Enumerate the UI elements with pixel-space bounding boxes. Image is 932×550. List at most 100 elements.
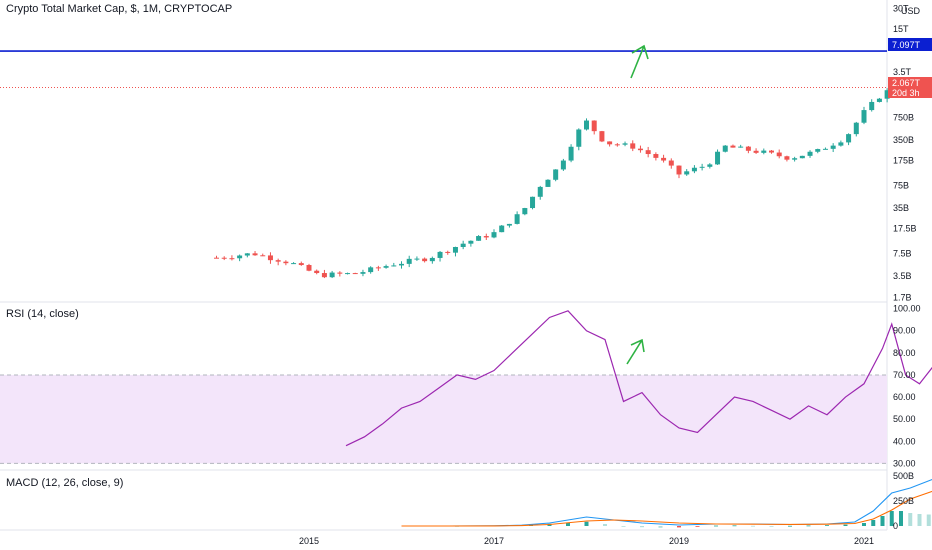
macd-histogram-bar	[899, 511, 903, 526]
macd-group	[401, 478, 932, 528]
candle-body	[668, 160, 674, 166]
candle-body	[584, 120, 589, 130]
rsi-axis-tick: 50.00	[893, 414, 916, 424]
candle-body	[244, 253, 250, 256]
rsi-band	[0, 374, 887, 464]
candle-body	[452, 246, 458, 253]
candle-body	[707, 164, 713, 167]
candle-body	[861, 110, 867, 123]
candle-body	[884, 90, 890, 99]
macd-histogram-bar	[714, 525, 718, 527]
currency-label[interactable]: USD	[901, 6, 921, 16]
candle-body	[753, 150, 759, 153]
candle-body	[260, 255, 266, 257]
candle-body	[761, 150, 767, 153]
price-axis-tick: 17.5B	[893, 223, 917, 233]
candle-body	[422, 258, 428, 262]
time-axis-tick: 2019	[669, 536, 689, 546]
candle-body	[599, 131, 605, 142]
candle-body	[499, 225, 505, 233]
candle-body	[337, 272, 343, 274]
candle-body	[345, 273, 351, 275]
candle-body	[275, 260, 281, 262]
candle-body	[876, 98, 882, 102]
price-axis-tick: 35B	[893, 203, 909, 213]
price-axis-tick: 350B	[893, 135, 914, 145]
axes-group: 30T 15T 3.5T 750B 350B 175B 75B 35B 17.5B 7.5B 3.5…	[299, 3, 921, 546]
countdown-tag: 20d 3h	[892, 88, 920, 98]
candle-body	[414, 258, 420, 260]
macd-histogram-bar	[584, 521, 589, 526]
macd-histogram-bar	[806, 525, 811, 527]
candle-body	[645, 150, 651, 155]
signal-line	[401, 490, 932, 527]
macd-histogram-bar	[825, 525, 829, 526]
candle-body	[483, 236, 489, 238]
current-price-tag-bg	[888, 77, 932, 98]
line-value-tag-bg	[888, 38, 932, 51]
rsi-axis-tick: 100.00	[893, 304, 921, 314]
macd-histogram-bar	[917, 514, 922, 526]
candle-body	[715, 151, 721, 165]
candle-body	[699, 166, 705, 168]
macd-histogram-bar	[871, 520, 876, 526]
candle-body	[730, 145, 736, 148]
macd-histogram-bar	[658, 526, 663, 528]
candle-body	[607, 141, 613, 145]
candle-body	[383, 266, 389, 268]
macd-line	[401, 478, 932, 527]
candle-body	[267, 255, 273, 261]
candle-body	[738, 146, 744, 148]
candle-body	[815, 149, 821, 152]
macd-histogram-bar	[751, 525, 755, 527]
rsi-axis-tick: 90.00	[893, 326, 916, 336]
macd-histogram-bar	[862, 523, 866, 526]
candle-body	[291, 263, 297, 265]
candle-body	[591, 120, 597, 132]
candle-body	[476, 236, 482, 241]
candle-body	[576, 129, 582, 147]
candle-body	[298, 263, 304, 266]
candle-body	[491, 232, 497, 238]
candle-body	[391, 265, 397, 267]
candle-body	[214, 257, 219, 259]
rsi-axis-tick: 70.00	[893, 370, 916, 380]
price-axis-tick: 750B	[893, 112, 914, 122]
candle-body	[722, 145, 728, 152]
rsi-axis-tick: 60.00	[893, 392, 916, 402]
candle-body	[769, 150, 774, 153]
candle-body	[506, 223, 512, 226]
rsi-axis-tick: 30.00	[893, 458, 916, 468]
macd-axis-tick: 0	[893, 521, 898, 531]
candle-body	[838, 142, 844, 146]
candle-body	[691, 167, 697, 172]
price-axis-tick: 3.5T	[893, 67, 912, 77]
candle-body	[799, 155, 805, 159]
candle-body	[653, 154, 659, 158]
candle-body	[522, 208, 528, 215]
macd-histogram-bar	[640, 526, 644, 528]
time-axis-tick: 2021	[854, 536, 874, 546]
candle-body	[399, 263, 404, 266]
rsi-axis-tick: 80.00	[893, 348, 916, 358]
macd-histogram-bar	[677, 526, 681, 528]
candle-body	[614, 144, 620, 146]
candle-body	[537, 186, 543, 197]
price-axis-tick: 15T	[893, 24, 909, 34]
rsi-axis-tick: 40.00	[893, 436, 916, 446]
candle-body	[375, 267, 381, 269]
candle-body	[221, 257, 227, 259]
candle-body	[460, 243, 466, 247]
macd-histogram-bar	[769, 526, 774, 527]
candle-body	[830, 145, 836, 149]
candle-body	[283, 261, 289, 264]
price-axis-tick: 75B	[893, 180, 909, 190]
candle-body	[252, 253, 258, 256]
rsi-up-arrow-icon	[626, 338, 645, 365]
current-price-tag: 2.067T	[892, 78, 921, 88]
price-axis-tick: 175B	[893, 155, 914, 165]
candle-body	[745, 146, 751, 151]
candle-body	[807, 151, 813, 156]
candle-body	[630, 143, 636, 149]
candles-group	[214, 85, 932, 279]
